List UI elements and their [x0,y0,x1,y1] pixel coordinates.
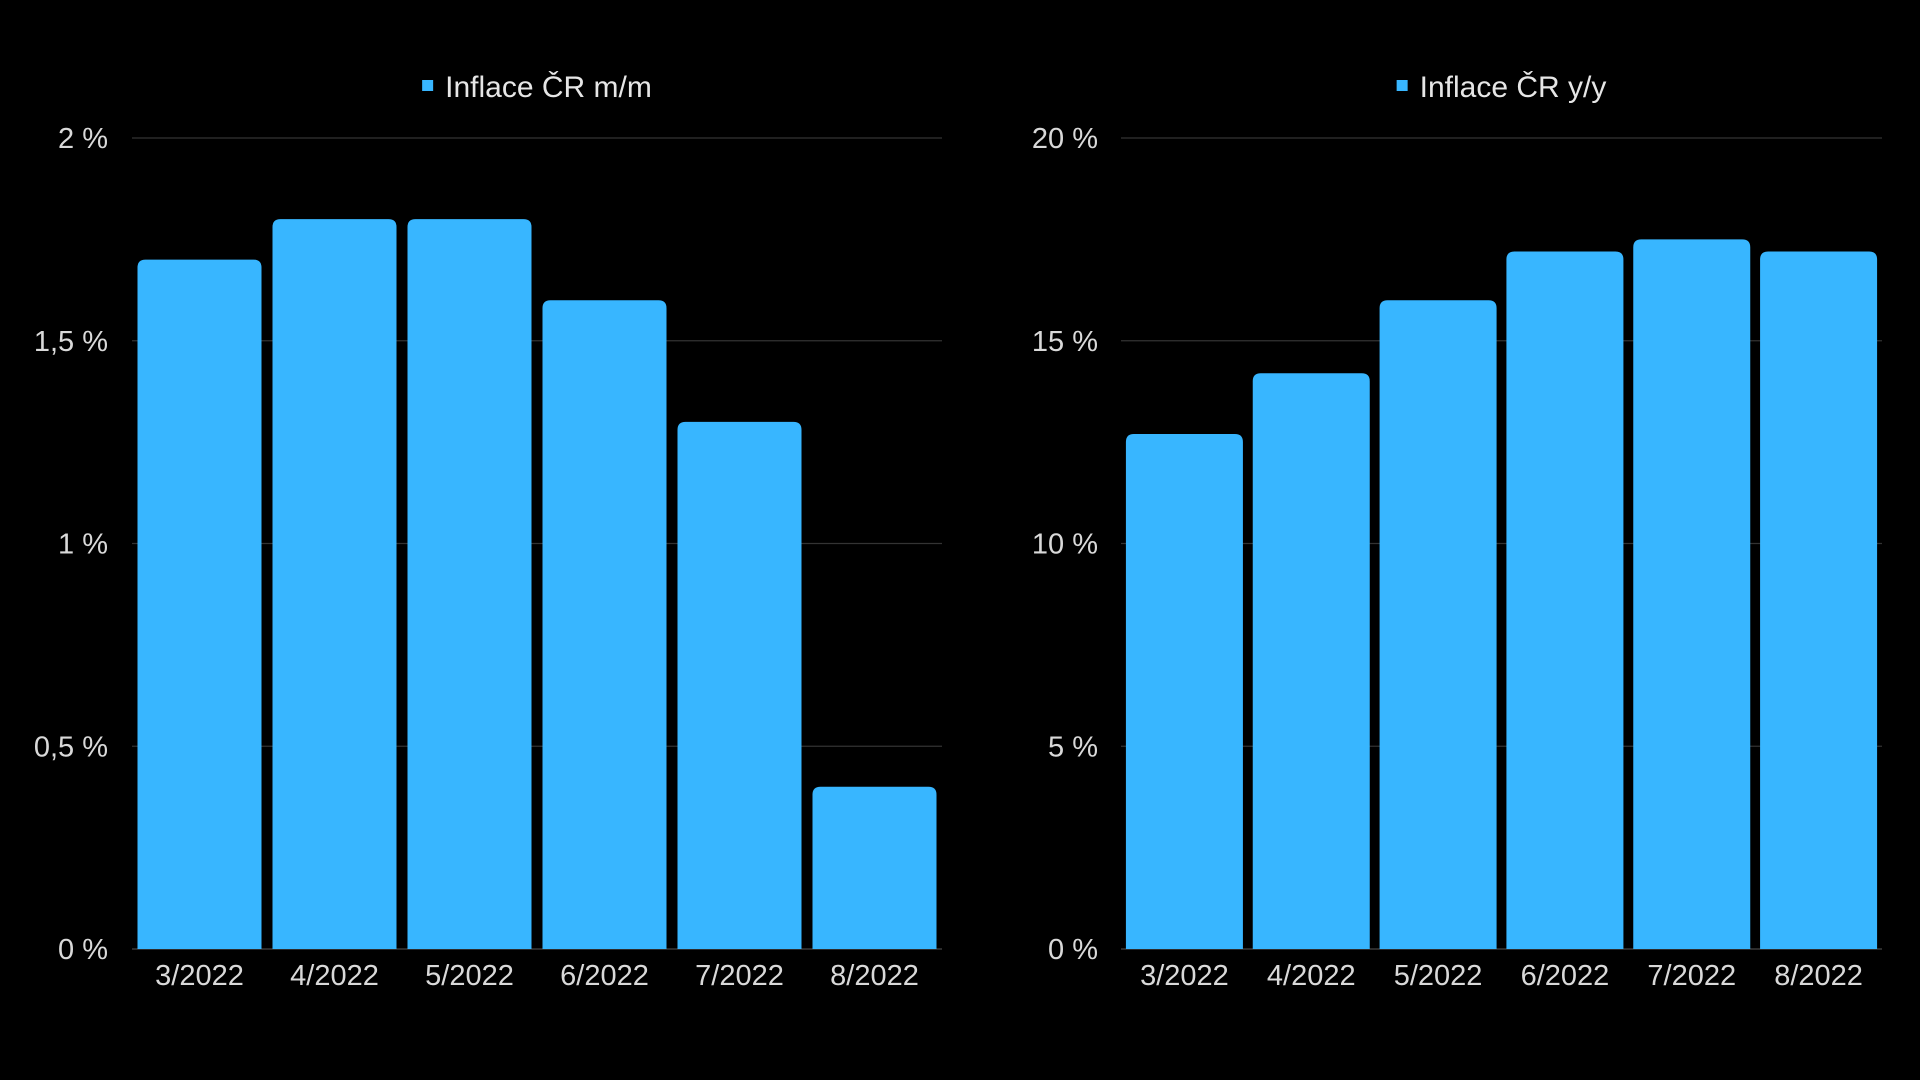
bar [1125,434,1243,949]
y-tick-label: 1,5 % [34,326,108,358]
x-tick-label: 7/2022 [1647,960,1736,992]
x-tick-label: 3/2022 [1140,960,1229,992]
x-tick-label: 6/2022 [1521,960,1610,992]
bar [1379,300,1497,949]
x-tick-label: 6/2022 [560,960,649,992]
bar [812,786,937,949]
legend: Inflace ČR y/y [1396,70,1607,104]
x-tick-label: 5/2022 [1394,960,1483,992]
bar [1760,251,1878,950]
x-tick-label: 8/2022 [830,960,919,992]
y-tick-label: 10 % [1032,529,1098,561]
bar [407,219,532,950]
bar [1633,239,1751,949]
x-tick-label: 4/2022 [1267,960,1356,992]
legend-swatch [1396,80,1408,91]
y-tick-label: 20 % [1032,123,1098,155]
legend: Inflace ČR m/m [422,70,652,104]
bar [272,219,397,950]
bar [137,259,262,949]
y-tick-label: 0 % [58,934,108,966]
bar [1252,373,1370,949]
x-tick-label: 4/2022 [290,960,379,992]
x-tick-label: 3/2022 [155,960,244,992]
yearly-inflation-chart: 0 % 5 % 10 % 15 % 20 % 3/2022 4/2022 5/2022 6/20… [1032,70,1882,992]
bar [542,300,667,949]
bar [1506,251,1624,950]
x-tick-label: 8/2022 [1774,960,1863,992]
y-tick-label: 0,5 % [34,731,108,763]
y-tick-label: 5 % [1048,731,1098,763]
y-tick-label: 15 % [1032,326,1098,358]
y-tick-label: 1 % [58,529,108,561]
x-tick-label: 5/2022 [425,960,514,992]
y-tick-label: 0 % [1048,934,1098,966]
legend-swatch [422,80,434,91]
legend-label: Inflace ČR m/m [445,70,652,104]
bar [677,421,802,950]
legend-label: Inflace ČR y/y [1420,70,1607,104]
y-tick-label: 2 % [58,123,108,155]
x-tick-label: 7/2022 [695,960,784,992]
monthly-inflation-chart: 0 % 0,5 % 1 % 1,5 % 2 % 3/2022 4/2022 5/2022 6/2… [34,70,942,992]
